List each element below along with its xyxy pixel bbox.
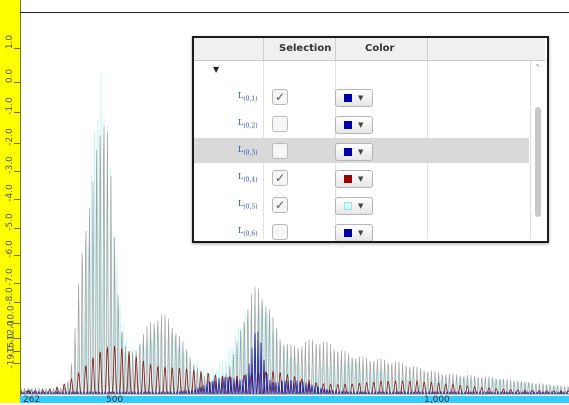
y-tick (14, 338, 20, 339)
y-tick (14, 48, 20, 49)
y-tick-label: -8.0 (5, 287, 15, 305)
y-tick (14, 302, 20, 303)
checkmark-icon: ✓ (274, 171, 286, 185)
legend-row[interactable]: L(0,3) ▼ (194, 138, 529, 163)
y-tick (14, 143, 20, 144)
y-tick (14, 363, 20, 364)
column-divider (335, 38, 336, 60)
chevron-down-icon: ▼ (358, 94, 364, 102)
legend-row[interactable]: L(0,6) ▼ (194, 219, 529, 241)
color-swatch (344, 229, 352, 237)
series-name: L(0,4) (238, 172, 258, 184)
y-tick-label: 1.0 (4, 34, 15, 50)
y-tick (14, 171, 20, 172)
selection-checkbox[interactable] (272, 143, 288, 159)
y-tick-label: -19.0 (6, 345, 17, 369)
y-tick (14, 112, 20, 113)
chevron-down-icon: ▼ (358, 121, 364, 129)
chevron-down-icon: ▼ (358, 175, 364, 183)
color-swatch (344, 121, 352, 129)
series-name: L(0,5) (238, 199, 258, 211)
selection-checkbox[interactable]: ✓ (272, 89, 288, 105)
legend-row[interactable]: L(0,5) ✓ ▼ (194, 192, 529, 217)
chevron-down-icon: ▼ (358, 202, 364, 210)
selection-column-header[interactable]: Selection (279, 43, 332, 54)
selection-checkbox[interactable] (272, 224, 288, 240)
y-axis-ruler[interactable]: 1.0 0.0 -1.0 -2.0 -3.0 -4.0 -5.0 -6.0 -7.0 -8.0 -1… (0, 0, 21, 403)
legend-row[interactable]: L(0,4) ✓ ▼ (194, 165, 529, 190)
color-dropdown[interactable]: ▼ (335, 197, 373, 215)
color-dropdown[interactable]: ▼ (335, 224, 373, 241)
triangle-down-icon[interactable]: ▼ (213, 65, 220, 74)
legend-row[interactable]: L(0,2) ▼ (194, 111, 529, 136)
y-tick-label: 0.0 (4, 68, 15, 84)
y-tick (14, 283, 20, 284)
y-tick-label: -7.0 (5, 268, 15, 286)
color-swatch (344, 148, 352, 156)
selection-checkbox[interactable]: ✓ (272, 170, 288, 186)
y-tick (14, 255, 20, 256)
plot-top-border (20, 12, 569, 13)
group-row[interactable]: ▼ (194, 61, 529, 81)
series-name: L(0,1) (238, 91, 258, 103)
checkmark-icon: ✓ (274, 198, 286, 212)
y-tick-label: -1.0 (5, 97, 15, 115)
x-tick-label: 1,000 (424, 395, 450, 405)
legend-scrollbar[interactable]: ⌃ (530, 61, 546, 239)
y-tick-label: -3.0 (5, 156, 15, 174)
color-swatch (344, 94, 352, 102)
x-tick-label: 500 (106, 395, 124, 405)
color-dropdown[interactable]: ▼ (335, 143, 373, 161)
selection-checkbox[interactable] (272, 116, 288, 132)
series-name: L(0,6) (238, 226, 258, 238)
color-dropdown[interactable]: ▼ (335, 170, 373, 188)
series-legend-panel: Selection Color ▼ L(0,1) ✓ ▼ L(0,2) ▼ L(0,3) ▼… (192, 36, 549, 243)
color-dropdown[interactable]: ▼ (335, 89, 373, 107)
y-tick-label: -2.0 (5, 128, 15, 146)
y-tick (14, 351, 20, 352)
color-dropdown[interactable]: ▼ (335, 116, 373, 134)
y-tick-label: -4.0 (5, 184, 15, 202)
color-swatch (344, 202, 352, 210)
legend-header: Selection Color (194, 38, 545, 61)
y-tick-label: -6.0 (5, 240, 15, 258)
spectrum-plot-svg (21, 73, 569, 396)
y-tick-label: -5.0 (5, 213, 15, 231)
y-tick (14, 228, 20, 229)
x-axis-ruler[interactable] (20, 396, 569, 403)
color-column-header[interactable]: Color (365, 43, 395, 54)
color-swatch (344, 175, 352, 183)
chevron-down-icon: ▼ (358, 229, 364, 237)
chevron-down-icon: ▼ (358, 148, 364, 156)
x-tick-label: 262 (23, 395, 41, 405)
selection-checkbox[interactable]: ✓ (272, 197, 288, 213)
series-name: L(0,3) (238, 145, 258, 157)
legend-row[interactable]: L(0,1) ✓ ▼ (194, 84, 529, 109)
column-divider (427, 38, 428, 60)
spectrum-plot[interactable] (21, 13, 569, 396)
checkmark-icon: ✓ (274, 90, 286, 104)
y-tick (14, 323, 20, 324)
y-tick (14, 199, 20, 200)
chevron-up-icon[interactable]: ⌃ (534, 63, 541, 72)
scrollbar-thumb[interactable] (535, 107, 541, 217)
neg-infinity-label: -∞ (25, 388, 33, 395)
y-tick (14, 82, 20, 83)
series-name: L(0,2) (238, 118, 258, 130)
column-divider (263, 38, 264, 60)
